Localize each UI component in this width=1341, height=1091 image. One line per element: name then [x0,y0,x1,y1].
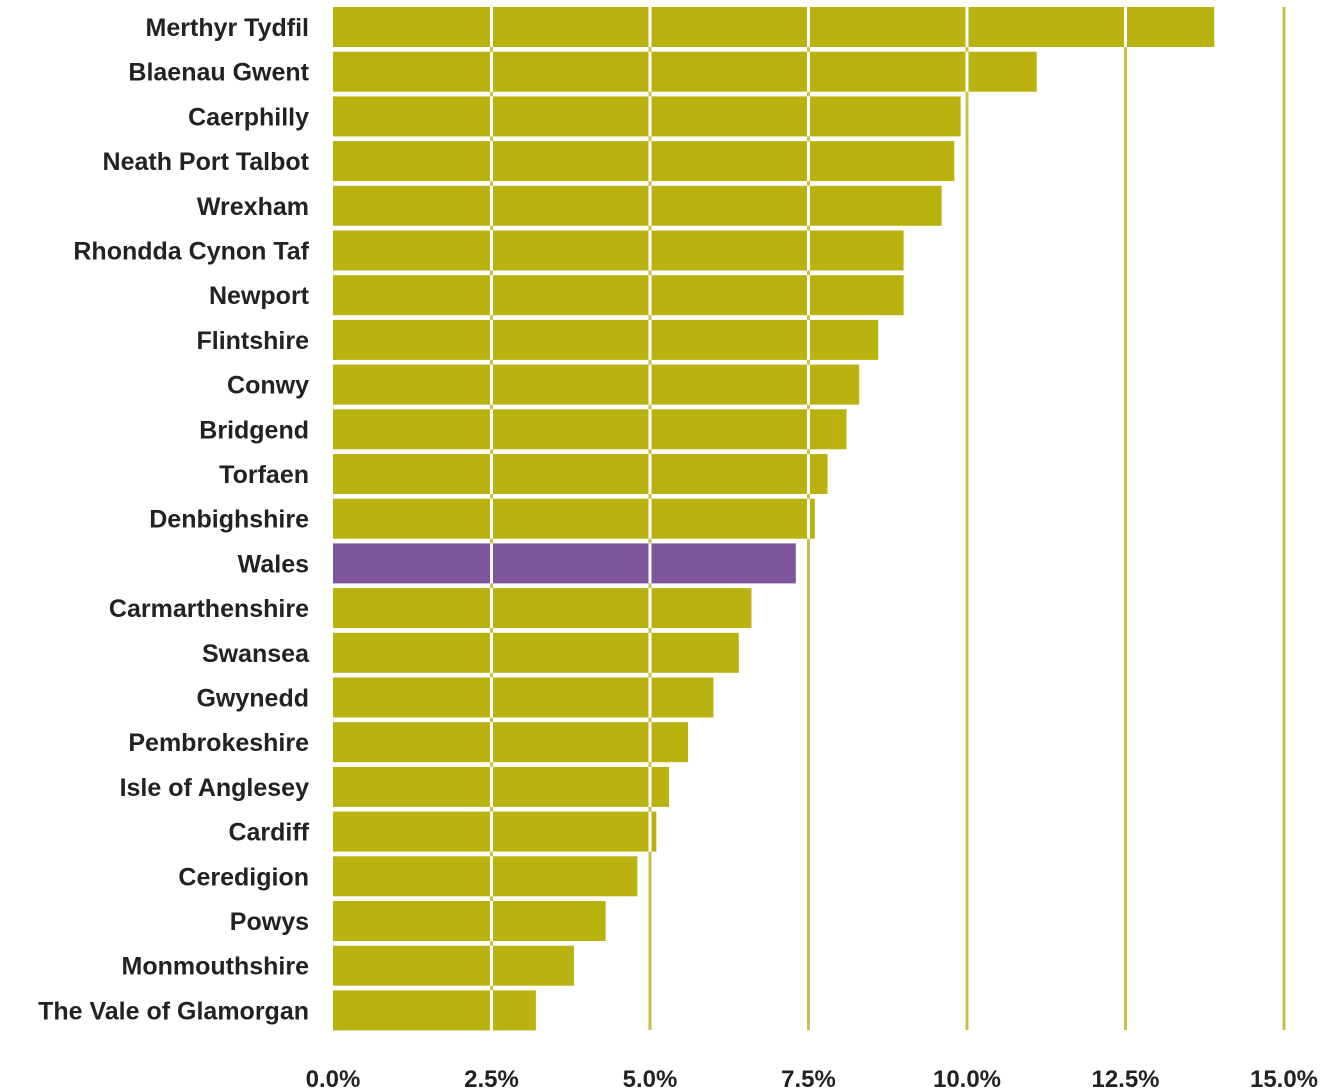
x-tick-label: 12.5% [1091,1066,1159,1091]
category-label: Cardiff [228,819,309,847]
bars [333,7,1215,1031]
bar-monmouthshire [333,945,574,986]
bar-conwy [333,364,860,405]
category-label: Bridgend [199,416,309,444]
x-tick-label: 10.0% [933,1066,1001,1091]
category-label: Denbighshire [149,506,309,534]
bar-bridgend [333,409,847,450]
category-label: Newport [209,282,310,310]
x-tick-label: 2.5% [464,1066,519,1091]
category-label: Carmarthenshire [109,595,309,623]
bar-isle-of-anglesey [333,766,670,807]
bar-carmarthenshire [333,588,752,629]
category-label: Wales [238,550,309,578]
category-label: Ceredigion [178,863,309,891]
bar-torfaen [333,454,828,494]
category-label: Flintshire [196,327,309,355]
bar-pembrokeshire [333,722,689,763]
bar-rhondda-cynon-taf [333,230,904,271]
category-label: Merthyr Tydfil [146,14,309,42]
bar-blaenau-gwent [333,51,1037,92]
category-label: Swansea [202,640,310,668]
bar-ceredigion [333,856,638,897]
bar-powys [333,901,606,941]
category-label: Monmouthshire [122,953,310,981]
x-tick-label: 15.0% [1250,1066,1318,1091]
bar-merthyr-tydfil [333,7,1215,47]
category-label: Isle of Anglesey [120,774,310,802]
bar-swansea [333,632,739,673]
bar-caerphilly [333,96,961,137]
category-label: Wrexham [197,193,309,221]
category-label: Caerphilly [188,103,309,131]
bar-newport [333,275,904,316]
category-label: Neath Port Talbot [103,148,310,176]
x-axis-tick-labels: 0.0% 2.5% 5.0% 7.5% 10.0% 12.5% 15.0% [306,1066,1318,1091]
x-tick-label: 7.5% [781,1066,836,1091]
bar-wrexham [333,185,942,226]
bar-cardiff [333,811,657,852]
category-label: Rhondda Cynon Taf [73,238,309,266]
category-label: Blaenau Gwent [128,59,309,87]
bar-denbighshire [333,498,815,539]
bar-flintshire [333,319,879,360]
bar-wales [333,543,796,584]
category-label: Pembrokeshire [128,729,309,757]
category-labels: Merthyr Tydfil Blaenau Gwent Caerphilly Nea… [38,14,310,1025]
x-tick-label: 5.0% [623,1066,678,1091]
category-label: Gwynedd [196,685,309,713]
bar-the-vale-of-glamorgan [333,990,536,1031]
grid-lines-over-bars [490,7,1127,1031]
bar-neath-port-talbot [333,141,955,182]
category-label: Conwy [227,372,309,400]
category-label: Powys [230,908,309,936]
bar-gwynedd [333,677,714,718]
category-label: Torfaen [219,461,309,489]
category-label: The Vale of Glamorgan [38,997,309,1025]
x-tick-label: 0.0% [306,1066,361,1091]
